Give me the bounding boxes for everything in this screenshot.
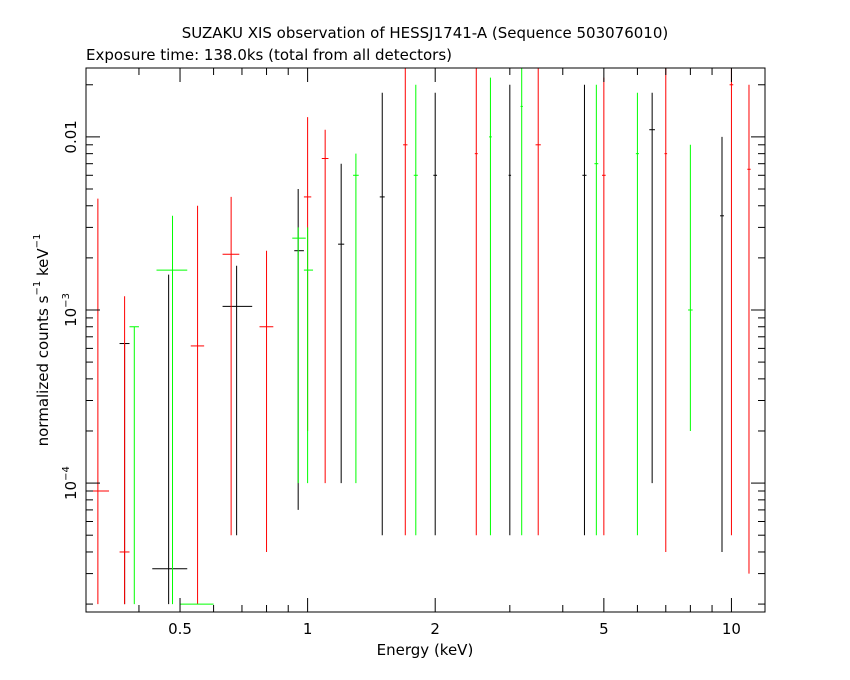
y-tick-label: 10−4 <box>61 466 80 500</box>
data-point <box>338 163 345 484</box>
data-point <box>520 68 523 536</box>
series-1 <box>119 84 724 605</box>
plot-frame <box>85 67 766 613</box>
data-point <box>156 215 188 605</box>
data-point <box>119 296 130 605</box>
x-tick-label: 2 <box>430 620 440 638</box>
y-axis-label: normalized counts s−1 keV−1 <box>32 234 52 447</box>
data-point <box>729 68 734 536</box>
data-point <box>720 136 724 552</box>
data-point <box>413 84 418 536</box>
y-axis-label-prefix: normalized counts s <box>34 295 52 446</box>
data-point <box>129 326 139 605</box>
y-tick-label-exponent: −3 <box>61 293 72 308</box>
data-point <box>321 129 329 484</box>
x-axis-label: Energy (keV) <box>377 641 474 659</box>
data-point <box>292 227 306 484</box>
series-2 <box>92 68 751 605</box>
data-point <box>222 265 253 536</box>
data-point <box>535 68 541 536</box>
y-tick-label: 10−3 <box>61 293 80 327</box>
data-point <box>582 84 587 536</box>
x-tick-label: 5 <box>599 620 609 638</box>
data-point <box>664 68 668 552</box>
x-tick-label: 10 <box>722 620 741 638</box>
data-point <box>190 205 205 605</box>
y-axis-label-exp2: −1 <box>32 234 43 249</box>
x-tick-label: 1 <box>303 620 313 638</box>
data-point <box>594 84 599 536</box>
data-point <box>474 68 478 536</box>
y-axis-label-mid: keV <box>34 248 52 281</box>
data-point <box>303 227 314 484</box>
data-point <box>259 250 274 552</box>
data-point <box>489 77 492 536</box>
data-series-layer <box>92 68 751 605</box>
x-tick-label: 0.5 <box>168 620 192 638</box>
y-tick-label-base: 10 <box>62 308 80 327</box>
data-point <box>92 198 110 605</box>
data-point <box>508 84 512 536</box>
data-point <box>403 68 408 536</box>
data-point <box>152 274 188 605</box>
y-tick-label-base: 10 <box>62 481 80 500</box>
series-3 <box>129 68 693 605</box>
axis-ticks <box>85 68 765 612</box>
y-tick-label-exponent: −4 <box>61 466 72 481</box>
data-point <box>353 153 359 484</box>
data-point <box>222 196 240 536</box>
data-point <box>602 77 606 536</box>
data-point <box>433 92 438 536</box>
y-tick-label: 0.01 <box>62 120 80 153</box>
data-point <box>649 92 655 484</box>
data-point <box>635 92 639 536</box>
chart-title: SUZAKU XIS observation of HESSJ1741-A (S… <box>182 24 669 42</box>
y-axis-label-exp1: −1 <box>32 281 43 296</box>
data-point <box>747 84 751 574</box>
data-point <box>688 144 693 431</box>
data-point <box>379 92 385 536</box>
chart-subtitle: Exposure time: 138.0ks (total from all d… <box>86 46 452 64</box>
